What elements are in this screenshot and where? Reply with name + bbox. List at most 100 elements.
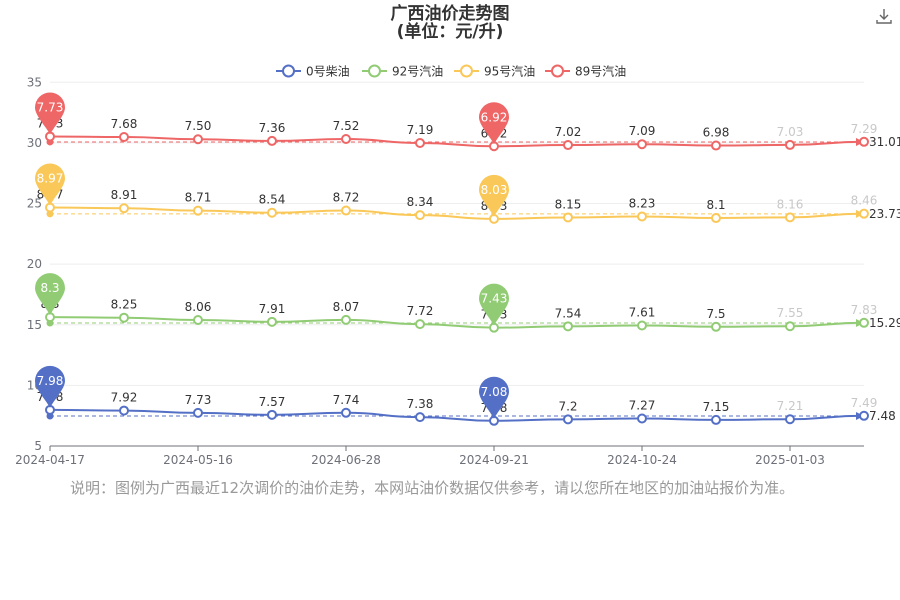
chart-note: 说明：图例为广西最近12次调价的油价走势，本网站油价数据仅供参考，请以您所在地区… [70, 479, 795, 497]
data-point [193, 205, 203, 216]
min-pin-shape [479, 283, 509, 326]
data-label: 8.1 [706, 198, 725, 212]
data-point [193, 134, 203, 145]
average-label: 7.48 [869, 409, 896, 423]
y-tick-label: 35 [27, 75, 42, 89]
data-label: 8.16 [777, 197, 804, 211]
series-1: 15.29 8.3 8.25 8.06 7.91 8.07 7.72 7.43 7.54 7.61… [35, 273, 900, 333]
average-label: 31.01 [869, 135, 900, 149]
legend-marker [551, 64, 564, 78]
max-pin: 7.73 [35, 92, 65, 135]
y-tick-label: 15 [27, 318, 42, 332]
x-tick-label: 2025-01-03 [755, 453, 825, 467]
x-tick-label: 2024-04-17 [15, 453, 85, 467]
data-point [341, 205, 351, 216]
legend-label: 89号汽油 [575, 64, 626, 79]
x-tick-label: 2024-10-24 [607, 453, 677, 467]
data-label: 8.46 [851, 194, 878, 208]
data-point [341, 314, 351, 325]
data-label: 7.92 [111, 391, 138, 405]
data-label: 7.21 [777, 399, 804, 413]
data-label: 7.36 [259, 121, 286, 135]
max-pin-shape [35, 163, 65, 206]
data-point [711, 140, 721, 151]
y-tick-label: 25 [27, 197, 42, 211]
data-label: 8.71 [185, 191, 212, 205]
max-pin-label: 8.3 [40, 281, 59, 295]
max-pin-label: 7.98 [37, 374, 64, 388]
data-point [785, 139, 795, 150]
average-label: 23.73 [869, 207, 900, 221]
data-point [785, 321, 795, 332]
min-pin-shape [479, 102, 509, 145]
data-point [785, 414, 795, 425]
data-point [119, 405, 129, 416]
data-point [119, 312, 129, 323]
download-icon[interactable] [874, 6, 894, 26]
data-label: 6.98 [703, 126, 730, 140]
data-label: 7.72 [407, 304, 434, 318]
max-pin-label: 8.97 [37, 172, 64, 186]
legend-marker [460, 64, 473, 78]
series-line [49, 206, 865, 220]
legend-marker [368, 64, 381, 78]
data-point [859, 136, 869, 147]
data-label: 8.06 [185, 300, 212, 314]
chart-title: 广西油价走势图 [390, 4, 510, 24]
min-pin-label: 7.08 [481, 385, 508, 399]
min-pin: 7.08 [479, 376, 509, 419]
data-point [267, 409, 277, 420]
data-label: 8.34 [407, 195, 434, 209]
data-label: 7.55 [777, 306, 804, 320]
data-point [563, 414, 573, 425]
data-point [267, 316, 277, 327]
average-label: 15.29 [869, 316, 900, 330]
data-label: 7.83 [851, 303, 878, 317]
data-point [267, 207, 277, 218]
data-point [415, 210, 425, 221]
series-line [49, 408, 865, 422]
data-point [637, 211, 647, 222]
data-point [119, 132, 129, 143]
data-label: 7.50 [185, 119, 212, 133]
data-point [563, 140, 573, 151]
data-label: 8.72 [333, 191, 360, 205]
x-tick-label: 2024-06-28 [311, 453, 381, 467]
data-label: 7.74 [333, 393, 360, 407]
data-label: 8.25 [111, 298, 138, 312]
data-point [341, 407, 351, 418]
data-point [415, 319, 425, 330]
y-tick-label: 20 [27, 257, 42, 271]
data-point [119, 203, 129, 214]
max-pin-label: 7.73 [37, 100, 64, 114]
data-point [341, 133, 351, 144]
data-label: 7.15 [703, 400, 730, 414]
data-label: 7.91 [259, 302, 286, 316]
data-label: 7.52 [333, 119, 360, 133]
min-pin-label: 8.03 [481, 183, 508, 197]
data-label: 7.27 [629, 398, 656, 412]
min-pin: 7.43 [479, 283, 509, 326]
series-line [49, 135, 865, 148]
data-label: 7.54 [555, 306, 582, 320]
data-point [711, 414, 721, 425]
data-label: 7.29 [851, 122, 878, 136]
max-pin: 7.98 [35, 365, 65, 408]
max-pin-shape [35, 273, 65, 316]
legend-label: 0号柴油 [306, 65, 350, 79]
data-label: 7.68 [111, 117, 138, 131]
data-point [267, 135, 277, 146]
data-label: 7.5 [706, 307, 725, 321]
series-2: 23.73 8.97 8.91 8.71 8.54 8.72 8.34 8.03 8.15 8.2… [35, 163, 900, 224]
y-tick-label: 30 [27, 136, 42, 150]
chart-subtitle: (单位：元/升) [396, 22, 504, 42]
data-label: 7.49 [851, 396, 878, 410]
data-point [637, 413, 647, 424]
data-label: 7.03 [777, 125, 804, 139]
series-0: 7.48 7.98 7.92 7.73 7.57 7.74 7.38 7.08 7.2 7.27 7… [35, 365, 896, 426]
data-point [859, 410, 869, 421]
data-label: 7.57 [259, 395, 286, 409]
data-point [193, 407, 203, 418]
y-tick-label: 5 [34, 439, 42, 453]
